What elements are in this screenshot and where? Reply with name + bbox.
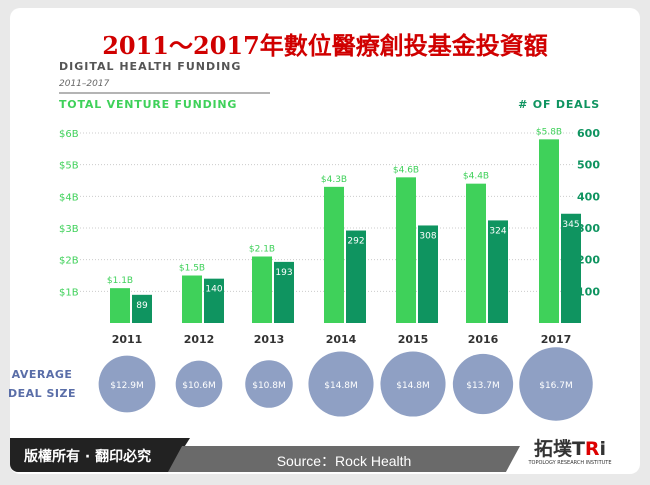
avg-deal-label: $10.6M xyxy=(182,381,216,391)
funding-value-label: $4.4B xyxy=(463,172,489,182)
funding-value-label: $5.8B xyxy=(536,127,562,137)
funding-value-label: $1.5B xyxy=(179,264,205,274)
funding-bar xyxy=(466,183,486,323)
avg-label-2: DEAL SIZE xyxy=(8,387,76,400)
logo-text: 拓墣TRi xyxy=(533,438,607,460)
deals-value-label: 345 xyxy=(562,220,579,230)
y-tick-label: $4B xyxy=(59,192,79,203)
y2-tick-label: 500 xyxy=(577,159,600,172)
y-tick-label: $2B xyxy=(59,256,79,267)
deals-value-label: 89 xyxy=(136,301,148,311)
avg-deal-circle xyxy=(245,360,293,408)
y-axis-label: TOTAL VENTURE FUNDING xyxy=(59,98,237,111)
avg-deal-circle xyxy=(519,347,593,421)
funding-bar xyxy=(110,288,130,323)
y-tick-label: $1B xyxy=(59,287,79,298)
x-tick-label: 2017 xyxy=(541,333,572,346)
avg-deal-label: $10.8M xyxy=(252,381,286,391)
tri-logo: 拓墣TRi TOPOLOGY RESEARCH INSTITUTE xyxy=(505,438,635,472)
avg-deal-circle xyxy=(380,351,446,417)
y2-tick-label: 300 xyxy=(577,222,600,235)
y2-tick-label: 600 xyxy=(577,127,600,140)
x-tick-label: 2014 xyxy=(326,333,357,346)
y2-axis-label: # OF DEALS xyxy=(518,98,600,111)
deals-value-label: 292 xyxy=(347,237,364,247)
funding-value-label: $2.1B xyxy=(249,245,275,255)
logo-subtitle: TOPOLOGY RESEARCH INSTITUTE xyxy=(528,460,612,466)
funding-value-label: $4.6B xyxy=(393,165,419,175)
avg-deal-label: $16.7M xyxy=(539,381,573,391)
y2-tick-label: 100 xyxy=(577,285,600,298)
funding-value-label: $1.1B xyxy=(107,276,133,286)
chart-title: DIGITAL HEALTH FUNDING xyxy=(59,60,241,73)
x-tick-label: 2015 xyxy=(398,333,429,346)
deals-bar xyxy=(274,261,294,323)
x-tick-label: 2016 xyxy=(468,333,499,346)
y2-tick-label: 400 xyxy=(577,190,600,203)
y-tick-label: $5B xyxy=(59,161,79,172)
funding-value-label: $4.3B xyxy=(321,175,347,185)
deals-bar xyxy=(488,220,508,323)
y-tick-label: $6B xyxy=(59,129,79,140)
deals-bar xyxy=(204,278,224,323)
avg-deal-label: $13.7M xyxy=(466,381,500,391)
funding-bar xyxy=(396,177,416,323)
deals-value-label: 308 xyxy=(419,231,436,241)
avg-deal-circle xyxy=(175,360,223,408)
avg-deal-label: $12.9M xyxy=(110,381,144,391)
avg-deal-circle xyxy=(452,353,514,415)
funding-bar xyxy=(324,186,344,323)
funding-bar xyxy=(252,256,272,323)
deals-value-label: 140 xyxy=(205,285,222,295)
avg-label-1: AVERAGE xyxy=(12,368,73,381)
deals-bar xyxy=(418,225,438,323)
source-note: Source：Rock Health xyxy=(168,446,520,472)
deals-bar xyxy=(346,230,366,323)
deals-bar xyxy=(132,294,152,323)
avg-deal-label: $14.8M xyxy=(324,381,358,391)
x-tick-label: 2012 xyxy=(184,333,215,346)
x-tick-label: 2013 xyxy=(254,333,285,346)
funding-bar xyxy=(539,139,559,323)
deals-bar xyxy=(561,213,581,323)
avg-deal-circle xyxy=(98,355,156,413)
deals-value-label: 193 xyxy=(275,268,292,278)
avg-deal-label: $14.8M xyxy=(396,381,430,391)
funding-bar xyxy=(182,275,202,323)
y-tick-label: $3B xyxy=(59,224,79,235)
y2-tick-label: 200 xyxy=(577,254,600,267)
x-tick-label: 2011 xyxy=(112,333,143,346)
chart-subtitle: 2011–2017 xyxy=(59,79,110,89)
avg-deal-circle xyxy=(308,351,374,417)
deals-value-label: 324 xyxy=(489,226,506,236)
slide-title: 2011～2017年數位醫療創投基金投資額 xyxy=(102,31,548,60)
copyright-notice: 版權所有 · 翻印必究 xyxy=(10,438,190,472)
